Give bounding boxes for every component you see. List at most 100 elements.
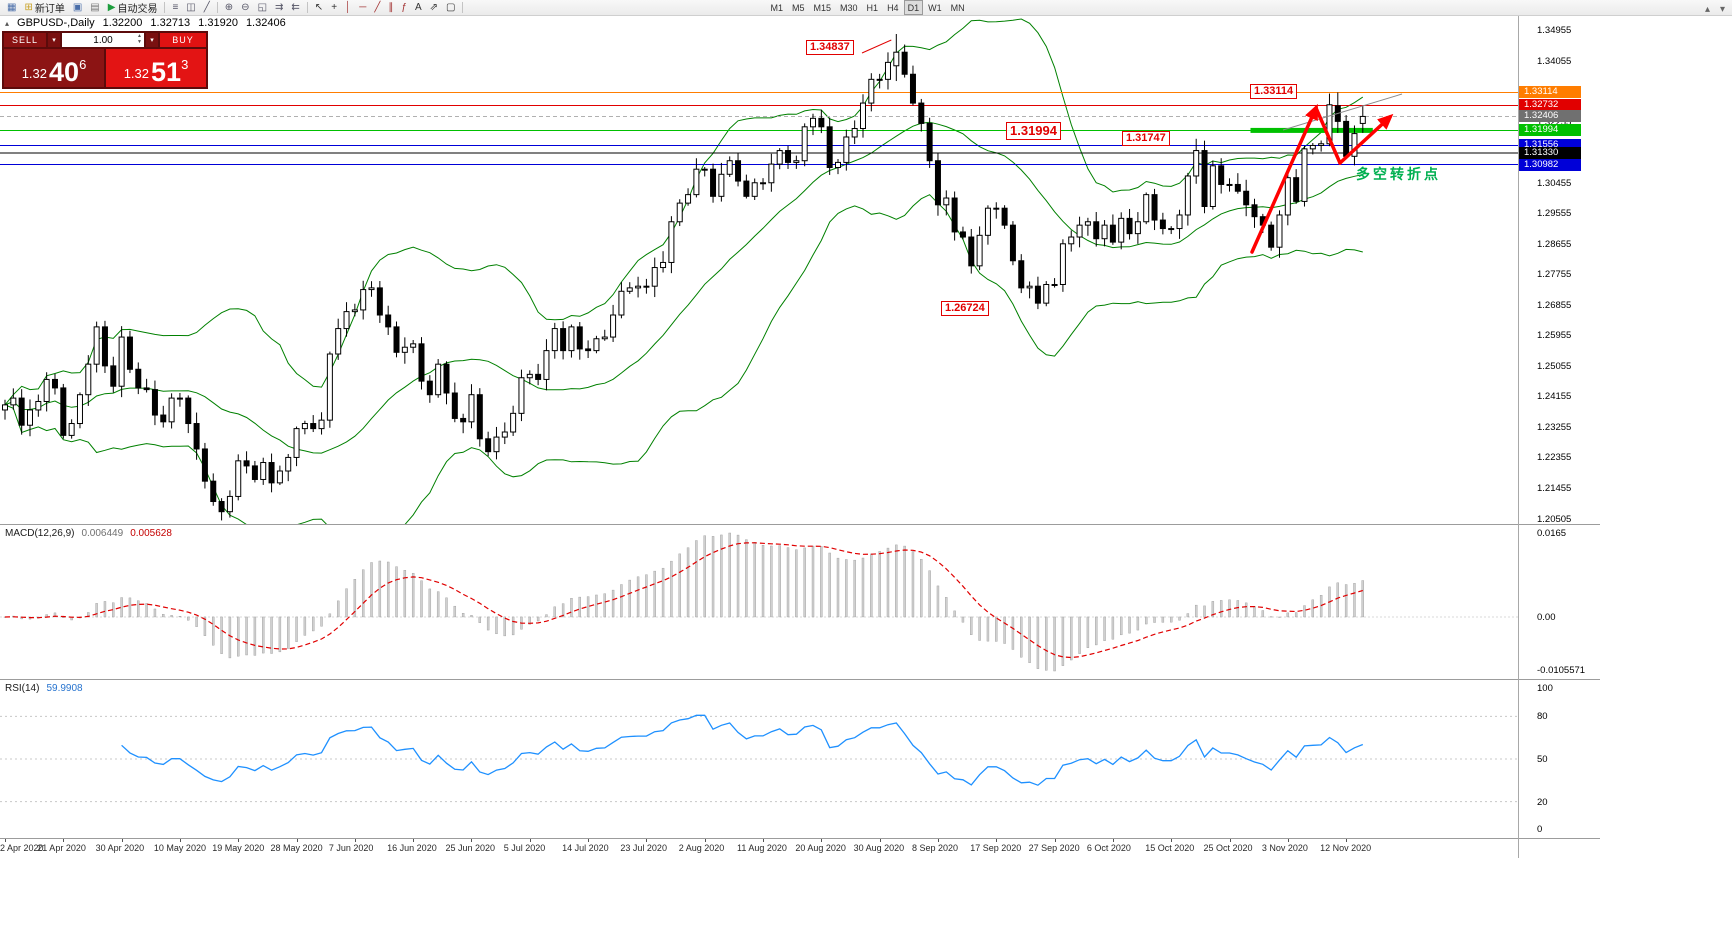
gray-trendline [1282, 93, 1403, 131]
text-button[interactable]: A [411, 0, 426, 16]
rsi-scale-bottom: 0 [1537, 824, 1543, 835]
timeframe-mn-button[interactable]: MN [950, 2, 965, 13]
sell-button[interactable]: SELL [4, 33, 46, 47]
date-label: 25 Jun 2020 [445, 843, 496, 853]
crosshair-button[interactable]: + [327, 0, 341, 16]
date-label: 11 Aug 2020 [737, 843, 787, 853]
date-label: 2 Apr 2020 [0, 843, 44, 853]
macd-value-main: 0.006449 [81, 528, 124, 539]
ohlc-high: 1.32713 [150, 17, 191, 29]
price-scale-edge-bottom: 1.20505 [1537, 514, 1572, 525]
price-tag-1.32732: 1.32732 [1519, 99, 1581, 112]
arrows-button[interactable]: ⇗ [426, 0, 442, 16]
rsi-panel[interactable] [0, 680, 1518, 838]
volume-step-up-icon[interactable]: ▲ [137, 33, 142, 39]
time-axis-tick [354, 839, 356, 842]
fibonacci-button[interactable]: ƒ [397, 0, 411, 16]
price-scale-label: 1.24155 [1537, 391, 1572, 403]
text-icon: A [414, 1, 422, 13]
rsi-value: 59.9908 [46, 683, 83, 694]
time-axis-tick [821, 839, 823, 842]
buy-button[interactable]: BUY [160, 33, 206, 47]
tile-windows-button[interactable]: ◱ [254, 0, 271, 16]
toolbar-right: ▴ ▾ [1701, 1, 1729, 17]
zoom-out-button[interactable]: ⊖ [237, 0, 253, 16]
ohlc-low: 1.31920 [198, 17, 238, 29]
shapes-button[interactable]: ▢ [442, 0, 459, 16]
timeframe-m1-button[interactable]: M1 [770, 2, 783, 13]
rsi-header: RSI(14) 59.9908 [5, 683, 83, 694]
timeframe-d1-button[interactable]: D1 [903, 0, 924, 15]
time-axis-tick [5, 839, 6, 842]
macd-panel[interactable] [0, 525, 1518, 679]
new-order-icon: ⊞ [24, 1, 33, 13]
chart-line-icon: ╱ [203, 1, 210, 13]
ask-price-display[interactable]: 1.32 51 3 [106, 49, 206, 87]
new-order-button[interactable]: ⊞ 新订单 [20, 0, 68, 16]
horizontal-line-button[interactable]: ─ [355, 0, 370, 16]
bid-pipette: 6 [79, 57, 87, 72]
auto-scroll-icon: ⇉ [275, 1, 284, 13]
date-label: 27 Sep 2020 [1028, 843, 1080, 853]
trendline-icon: ╱ [374, 1, 381, 13]
toolbar-collapse-up-button[interactable]: ▴ [1704, 3, 1710, 15]
chart-bars-button[interactable]: ≡ [168, 0, 182, 16]
chart-line-button[interactable]: ╱ [200, 0, 214, 16]
crosshair-icon: + [331, 1, 338, 13]
panel-splitter-macd[interactable] [0, 524, 1600, 525]
time-axis-tick [63, 839, 65, 842]
vertical-line-button[interactable]: │ [341, 0, 355, 16]
timeframe-m15-button[interactable]: M15 [813, 2, 832, 13]
sell-dropdown-caret[interactable]: ▾ [48, 33, 60, 47]
time-axis-tick [471, 839, 473, 842]
bid-price-display[interactable]: 1.32 40 6 [4, 49, 104, 87]
time-axis-tick [296, 839, 298, 842]
toolbar-collapse-down-button[interactable]: ▾ [1719, 3, 1725, 15]
chart-window-icon: ▣ [72, 1, 83, 13]
chart-bars-icon: ≡ [172, 1, 179, 13]
time-axis-tick [1346, 839, 1348, 842]
chart-candles-button[interactable]: ◫ [182, 0, 199, 16]
chart-window-button[interactable]: ▣ [69, 0, 86, 16]
timeframe-m30-button[interactable]: M30 [840, 2, 858, 13]
time-axis-tick [879, 839, 881, 842]
volume-input[interactable]: 1.00 ▲ ▼ [62, 33, 144, 47]
timeframe-w1-button[interactable]: W1 [928, 2, 942, 13]
auto-trading-button-label: 自动交易 [117, 4, 158, 15]
price-scale[interactable]: 1.349551.205051.340551.331551.322551.313… [1519, 16, 1629, 858]
chart-shift-button[interactable]: ⇇ [287, 0, 303, 16]
timeframe-h4-button[interactable]: H4 [887, 2, 899, 13]
price-tag-1.32406: 1.32406 [1519, 110, 1581, 123]
macd-title: MACD(12,26,9) [5, 528, 75, 539]
price-tag-1.31994: 1.31994 [1519, 124, 1581, 137]
date-label: 30 Apr 2020 [95, 843, 145, 853]
price-scale-border [1518, 16, 1519, 858]
panel-splitter-rsi[interactable] [0, 679, 1600, 680]
volume-step-down-icon[interactable]: ▼ [137, 38, 142, 45]
auto-trading-button[interactable]: ▶ 自动交易 [104, 0, 162, 16]
volume-stepper[interactable]: ▲ ▼ [137, 33, 142, 45]
channel-button[interactable]: ∥ [384, 0, 397, 16]
bid-big-figure: 1.32 [21, 66, 48, 81]
time-axis-tick [413, 839, 415, 842]
price-chart[interactable] [0, 16, 1518, 524]
panel-splitter-bottom [0, 838, 1600, 839]
trend-arrow-1 [1250, 103, 1318, 254]
auto-scroll-button[interactable]: ⇉ [271, 0, 287, 16]
trendline-button[interactable]: ╱ [370, 0, 384, 16]
timeframe-m5-button[interactable]: M5 [792, 2, 805, 13]
time-axis[interactable]: 2 Apr 2020 21 Apr 2020 30 Apr 2020 10 May 2… [0, 839, 1518, 856]
buy-dropdown-caret[interactable]: ▾ [146, 33, 158, 47]
profiles-button[interactable]: ▤ [86, 0, 103, 16]
timeframe-h1-button[interactable]: H1 [866, 2, 879, 13]
date-label: 16 Jun 2020 [387, 843, 437, 853]
chart-ohlc-header: ▴ GBPUSD-,Daily 1.32200 1.32713 1.31920 … [5, 17, 286, 29]
new-chart-button[interactable]: ▦ [3, 0, 20, 16]
time-axis-tick [1287, 839, 1289, 842]
macd-scale-zero: 0.00 [1537, 611, 1556, 623]
cursor-button[interactable]: ↖ [311, 0, 327, 16]
date-label: 25 Oct 2020 [1203, 843, 1253, 853]
zoom-in-button[interactable]: ⊕ [221, 0, 237, 16]
rsi-level-50: 50 [1537, 754, 1548, 765]
